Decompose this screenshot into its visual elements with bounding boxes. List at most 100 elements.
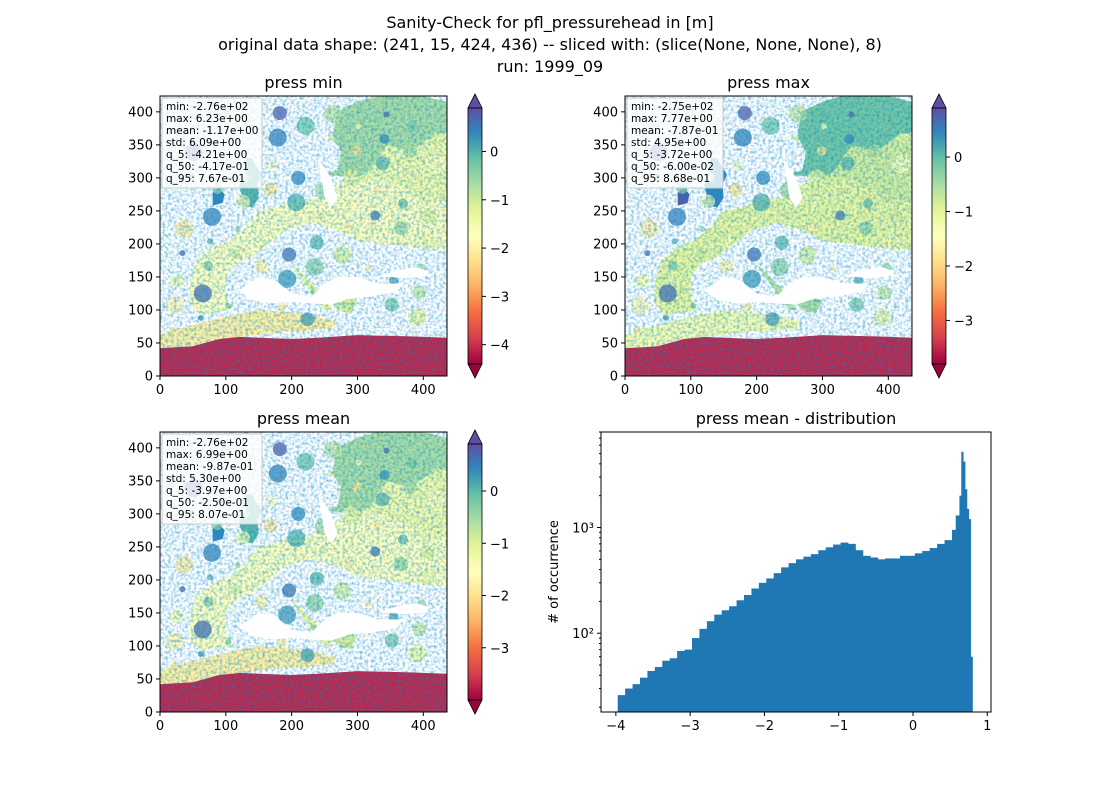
histogram-bar [944, 540, 953, 712]
histogram-bar [937, 543, 945, 712]
histogram-bar [870, 557, 879, 712]
colorbar-tick-label: 0 [490, 145, 498, 160]
colorbar-tick-label: −2 [490, 590, 509, 605]
histogram-bar [970, 656, 973, 712]
colorbar-tick-label: −3 [490, 642, 509, 657]
colorbar-tick-label: −3 [954, 314, 973, 329]
x-tick-label: −4 [606, 719, 625, 734]
colorbar-tick-label: −2 [490, 242, 509, 257]
colorbar-tick-label: 0 [954, 151, 962, 166]
colorbar-extend-max [931, 93, 947, 109]
histogram-bar [862, 555, 871, 712]
y-tick-label: 400 [128, 105, 153, 120]
histogram-bar [662, 660, 671, 712]
stats-line: min: -2.75e+02 [631, 101, 713, 113]
heatmap-panel-1: press max 0 100 200 300 400 0 50 100 150 200 250 300… [593, 73, 973, 398]
x-tick-label: −2 [755, 719, 774, 734]
histogram-bar [647, 670, 656, 712]
histogram-bar [736, 600, 745, 712]
colorbar-tick-label: −2 [954, 260, 973, 275]
stats-line: mean: -7.87e-01 [631, 125, 718, 137]
histogram-bar [955, 515, 960, 712]
colorbar-extend-max [467, 93, 483, 109]
histogram-bar [952, 529, 957, 712]
histogram-bar [654, 666, 663, 712]
histogram-bar [617, 695, 626, 712]
y-tick-label: 0 [145, 370, 153, 385]
y-axis-label: # of occurrence [547, 520, 562, 624]
stats-line: q_95: 8.07e-01 [166, 509, 245, 521]
histogram-bar [833, 544, 841, 712]
colorbar-tick-label: −3 [490, 290, 509, 305]
histogram-bar [959, 495, 962, 712]
histogram-bar [855, 550, 864, 712]
histogram-bar [744, 594, 752, 712]
colorbar-extend-min [931, 363, 947, 379]
x-tick-label: 400 [411, 719, 436, 734]
stats-line: q_95: 7.67e-01 [166, 173, 245, 185]
y-tick-label: 400 [593, 105, 618, 120]
histogram-bar [848, 543, 856, 712]
stats-line: std: 4.95e+00 [631, 137, 706, 149]
x-tick-label: 0 [156, 719, 164, 734]
histogram-bar [781, 567, 789, 712]
axes-frame [159, 431, 448, 713]
y-tick-label: 50 [601, 336, 618, 351]
y-tick-label: 100 [128, 639, 153, 654]
colorbar-extend-min [467, 699, 483, 715]
histogram-bar [929, 547, 938, 712]
histogram-bar [907, 555, 916, 712]
histogram-bar [922, 550, 931, 712]
histogram-bar [810, 554, 819, 712]
stats-line: max: 6.99e+00 [166, 449, 248, 461]
figure-title-line-1: Sanity-Check for pfl_pressurehead in [m] [386, 13, 714, 32]
histogram-bar [721, 610, 730, 712]
x-tick-label: 300 [345, 383, 370, 398]
colorbar-tick-label: −4 [490, 339, 509, 354]
y-tick-label: 50 [136, 672, 153, 687]
heatmap-panel-2: press mean 0 100 200 300 400 0 50 100 150 200 250 30… [128, 409, 509, 734]
colorbar [467, 443, 483, 701]
x-tick-label: 0 [909, 719, 917, 734]
x-tick-label: 200 [744, 383, 769, 398]
histogram-bar [803, 556, 812, 712]
colorbar [931, 107, 947, 365]
histogram-bar [900, 555, 908, 712]
sea-region [239, 276, 404, 305]
x-tick-label: 0 [156, 383, 164, 398]
y-tick-label: 300 [593, 171, 618, 186]
stats-line: q_5: -4.21e+00 [166, 149, 247, 161]
histogram-bar [885, 558, 893, 712]
histogram-bar [699, 628, 708, 712]
histogram-bar [692, 638, 700, 712]
y-tick-label: 150 [128, 270, 153, 285]
histogram-bar [825, 547, 834, 712]
histogram-bar [796, 559, 804, 712]
stats-line: std: 6.09e+00 [166, 137, 241, 149]
colorbar-tick-label: −1 [490, 537, 509, 552]
stats-line: min: -2.76e+02 [166, 437, 248, 449]
stats-line: q_50: -4.17e-01 [166, 161, 249, 173]
axes-frame [624, 95, 913, 377]
y-tick-label: 350 [128, 474, 153, 489]
y-tick-label: 300 [128, 171, 153, 186]
histogram-bar [966, 508, 970, 712]
x-tick-label: 300 [345, 719, 370, 734]
y-tick-label: 250 [128, 204, 153, 219]
panel-title: press mean [257, 409, 350, 428]
x-tick-label: 200 [279, 719, 304, 734]
x-tick-label: 400 [876, 383, 901, 398]
sea-region [783, 158, 803, 208]
y-tick-label: 200 [128, 573, 153, 588]
histogram-bar [963, 461, 966, 712]
histogram-bar [706, 621, 715, 712]
histogram-bar [773, 573, 782, 712]
stats-line: q_5: -3.97e+00 [166, 485, 247, 497]
histogram-bar [625, 688, 633, 712]
x-tick-label: 0 [621, 383, 629, 398]
histogram-bar [751, 588, 760, 712]
x-tick-label: 100 [678, 383, 703, 398]
x-tick-label: 100 [213, 719, 238, 734]
y-tick-label: 50 [136, 336, 153, 351]
